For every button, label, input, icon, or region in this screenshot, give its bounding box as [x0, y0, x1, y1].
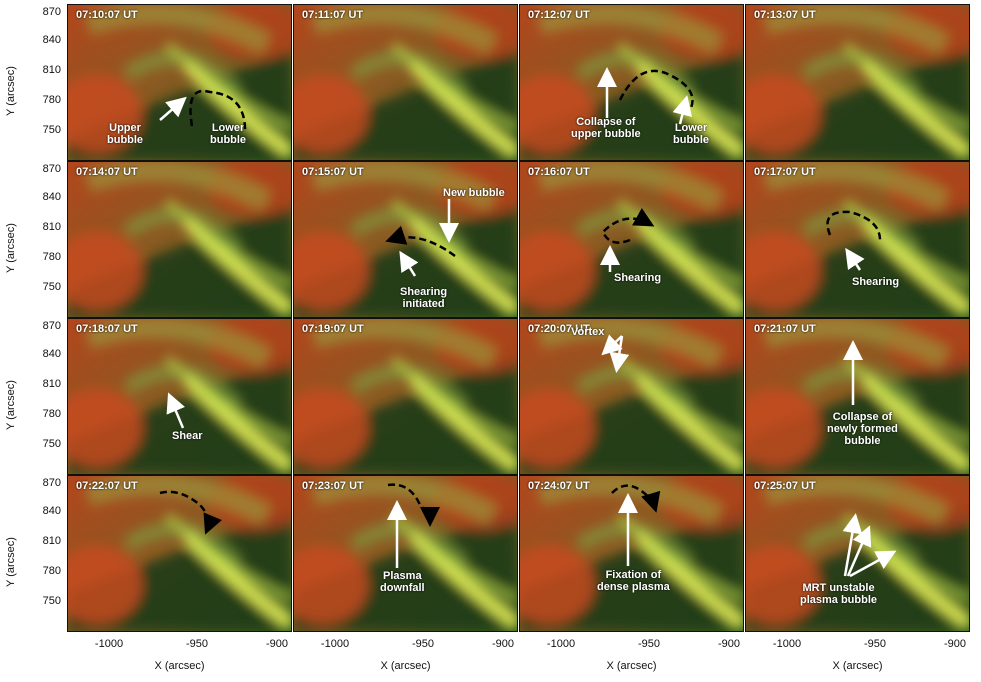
annotation-shearing-initiated: Shearing initiated [400, 286, 448, 310]
annotation-collapse-upper: Collapse of upper bubble [571, 116, 641, 140]
y-tick-label: 750 [42, 124, 61, 136]
panel-timestamp: 07:22:07 UT [76, 480, 138, 492]
x-tick-label: -900 [491, 638, 515, 650]
y-tick-label: 810 [42, 221, 61, 233]
image-panel-1: 07:10:07 UT [67, 4, 292, 161]
panel-timestamp: 07:11:07 UT [302, 9, 364, 21]
annotation-shear: Shear [172, 430, 203, 442]
y-tick-label: 750 [42, 281, 61, 293]
panel-timestamp: 07:15:07 UT [302, 166, 364, 178]
x-tick-label: -950 [411, 638, 435, 650]
annotation-lower-bubble-1: Lower bubble [210, 122, 247, 146]
x-tick-label: -950 [863, 638, 887, 650]
annotation-vortex: Vortex [571, 326, 605, 338]
image-panel-7: 07:16:07 UT [519, 161, 744, 318]
y-axis-label: Y (arcsec) [5, 66, 17, 116]
image-panel-12: 07:21:07 UT [745, 318, 970, 475]
image-panel-9: 07:18:07 UT [67, 318, 292, 475]
y-tick-label: 870 [42, 6, 61, 18]
y-tick-label: 840 [42, 348, 61, 360]
y-tick-label: 840 [42, 34, 61, 46]
x-tick-label: -1000 [546, 638, 576, 650]
panel-timestamp: 07:24:07 UT [528, 480, 590, 492]
y-tick-label: 780 [42, 251, 61, 263]
image-panel-8: 07:17:07 UT [745, 161, 970, 318]
image-panel-15: 07:24:07 UT [519, 475, 744, 632]
y-axis-label: Y (arcsec) [5, 223, 17, 273]
y-tick-label: 810 [42, 535, 61, 547]
panel-timestamp: 07:13:07 UT [754, 9, 816, 21]
x-tick-label: -900 [265, 638, 289, 650]
image-panel-5: 07:14:07 UT [67, 161, 292, 318]
x-axis-label: X (arcsec) [606, 660, 657, 672]
panel-timestamp: 07:14:07 UT [76, 166, 138, 178]
panel-timestamp: 07:21:07 UT [754, 323, 816, 335]
annotation-plasma-downfall: Plasma downfall [380, 570, 425, 594]
y-tick-label: 840 [42, 191, 61, 203]
y-tick-label: 750 [42, 595, 61, 607]
image-panel-11: 07:20:07 UT [519, 318, 744, 475]
image-panel-14: 07:23:07 UT [293, 475, 518, 632]
annotation-new-bubble: New bubble [443, 187, 505, 199]
image-panel-2: 07:11:07 UT [293, 4, 518, 161]
annotation-fixation: Fixation of dense plasma [597, 569, 670, 593]
panel-timestamp: 07:16:07 UT [528, 166, 590, 178]
x-tick-label: -1000 [94, 638, 124, 650]
x-tick-label: -1000 [320, 638, 350, 650]
annotation-mrt: MRT unstable plasma bubble [800, 582, 878, 606]
panel-timestamp: 07:10:07 UT [76, 9, 138, 21]
x-axis-label: X (arcsec) [832, 660, 883, 672]
panel-timestamp: 07:17:07 UT [754, 166, 816, 178]
image-panel-4: 07:13:07 UT [745, 4, 970, 161]
panel-timestamp: 07:12:07 UT [528, 9, 590, 21]
x-tick-label: -950 [637, 638, 661, 650]
y-tick-label: 810 [42, 378, 61, 390]
x-tick-label: -900 [943, 638, 967, 650]
panel-timestamp: 07:19:07 UT [302, 323, 364, 335]
y-tick-label: 870 [42, 163, 61, 175]
annotation-upper-bubble: Upper bubble [107, 122, 144, 146]
y-tick-label: 780 [42, 565, 61, 577]
y-tick-label: 780 [42, 408, 61, 420]
x-axis-label: X (arcsec) [154, 660, 205, 672]
x-tick-label: -900 [717, 638, 741, 650]
image-panel-10: 07:19:07 UT [293, 318, 518, 475]
annotation-collapse-newly: Collapse of newly formed bubble [827, 411, 898, 447]
annotation-shearing-2: Shearing [852, 276, 900, 288]
panel-timestamp: 07:25:07 UT [754, 480, 816, 492]
panel-timestamp: 07:18:07 UT [76, 323, 138, 335]
annotation-shearing-1: Shearing [614, 272, 662, 284]
image-panel-16: 07:25:07 UT [745, 475, 970, 632]
y-tick-label: 870 [42, 320, 61, 332]
x-tick-label: -950 [185, 638, 209, 650]
annotation-lower-bubble-2: Lower bubble [673, 122, 710, 146]
y-tick-label: 840 [42, 505, 61, 517]
image-panel-13: 07:22:07 UT [67, 475, 292, 632]
y-tick-label: 780 [42, 94, 61, 106]
x-axis-label: X (arcsec) [380, 660, 431, 672]
y-tick-label: 810 [42, 64, 61, 76]
y-axis-label: Y (arcsec) [5, 537, 17, 587]
panel-timestamp: 07:20:07 UT [528, 323, 590, 335]
y-tick-label: 750 [42, 438, 61, 450]
y-axis-label: Y (arcsec) [5, 380, 17, 430]
y-tick-label: 870 [42, 477, 61, 489]
panel-timestamp: 07:23:07 UT [302, 480, 364, 492]
x-tick-label: -1000 [772, 638, 802, 650]
